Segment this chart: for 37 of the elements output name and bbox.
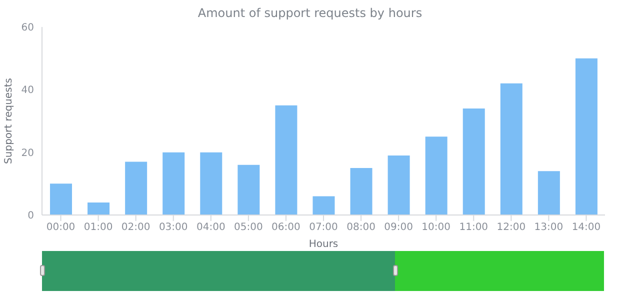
- bar: [238, 164, 260, 215]
- x-tick-label: 11:00: [459, 222, 488, 234]
- bar: [200, 152, 222, 215]
- bar: [350, 168, 372, 215]
- x-tick-label: 00:00: [46, 222, 76, 234]
- x-tick-label: 08:00: [346, 222, 376, 234]
- bar: [275, 105, 298, 215]
- x-tick-label: 12:00: [496, 222, 526, 234]
- x-tick-label: 09:00: [384, 222, 413, 234]
- y-tick-label: 40: [21, 85, 34, 96]
- bar: [50, 184, 72, 215]
- bar: [500, 83, 522, 215]
- x-tick-label: 10:00: [422, 222, 451, 234]
- x-tick-label: 03:00: [158, 222, 188, 234]
- y-tick-label: 0: [28, 210, 34, 222]
- bar: [388, 155, 410, 215]
- bar: [88, 202, 110, 215]
- x-tick-label: 01:00: [84, 222, 113, 234]
- y-tick-label: 20: [21, 148, 34, 159]
- chart-title: Amount of support requests by hours: [196, 6, 424, 20]
- x-tick-label: 05:00: [234, 222, 263, 234]
- bar: [162, 152, 185, 215]
- y-axis-title: Support requests: [4, 78, 15, 164]
- bar: [125, 162, 148, 215]
- bar: [462, 108, 485, 215]
- bar: [312, 196, 335, 215]
- x-tick-label: 07:00: [309, 222, 338, 234]
- x-tick-label: 02:00: [121, 222, 150, 234]
- x-tick-label: 13:00: [534, 222, 564, 234]
- x-tick-label: 04:00: [196, 222, 226, 234]
- y-tick-label: 60: [21, 22, 34, 34]
- bar: [575, 58, 598, 215]
- x-tick-label: 14:00: [572, 222, 601, 234]
- x-axis-title: Hours: [308, 239, 338, 250]
- x-tick-label: 06:00: [272, 222, 300, 234]
- bar: [538, 171, 560, 215]
- bar: [425, 136, 448, 215]
